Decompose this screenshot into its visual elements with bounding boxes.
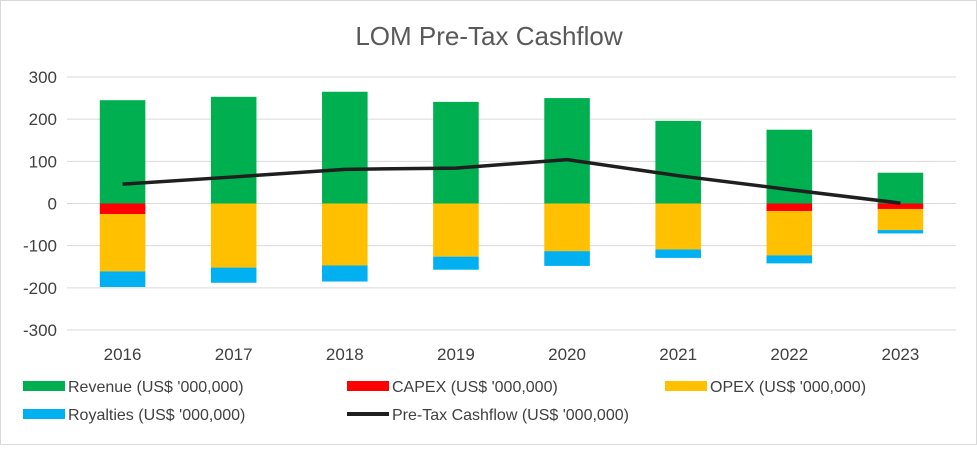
bar-segment bbox=[322, 203, 368, 266]
bar-segment bbox=[544, 203, 590, 252]
bar-segment bbox=[655, 120, 701, 204]
bar-segment bbox=[210, 267, 257, 283]
legend-swatch bbox=[665, 381, 707, 391]
bar-segment bbox=[99, 203, 146, 215]
bar-segment bbox=[655, 203, 701, 250]
bar-segment bbox=[655, 249, 701, 258]
legend-label: OPEX (US$ '000,000) bbox=[710, 379, 866, 396]
bar-segment bbox=[877, 208, 924, 231]
bar-segment bbox=[766, 211, 813, 256]
bar-segment bbox=[322, 265, 368, 282]
y-tick-label: -300 bbox=[23, 321, 57, 340]
x-tick-label: 2019 bbox=[437, 345, 475, 364]
y-tick-label: 100 bbox=[29, 152, 57, 171]
x-tick-label: 2016 bbox=[104, 345, 142, 364]
bar-segment bbox=[877, 203, 924, 209]
x-tick-label: 2017 bbox=[215, 345, 253, 364]
bar-segment bbox=[210, 203, 257, 268]
y-axis: 300 200 100 0 -100 -200 -300 bbox=[23, 68, 57, 340]
bar-segment bbox=[766, 203, 813, 212]
bar-segment bbox=[99, 271, 146, 287]
bar-segment bbox=[210, 96, 257, 204]
legend-label: Pre-Tax Cashflow (US$ '000,000) bbox=[392, 407, 629, 424]
x-axis: 2016 2017 2018 2019 2020 2021 2022 2023 bbox=[104, 345, 920, 364]
pretax-cashflow-line bbox=[122, 157, 901, 205]
y-tick-label: -200 bbox=[23, 279, 57, 298]
bar-series bbox=[99, 91, 924, 287]
line-series bbox=[122, 157, 901, 205]
x-tick-label: 2020 bbox=[548, 345, 586, 364]
bar-segment bbox=[766, 255, 813, 264]
y-tick-label: 300 bbox=[29, 68, 57, 87]
legend-label: Royalties (US$ '000,000) bbox=[68, 407, 245, 424]
legend-swatch bbox=[347, 381, 389, 391]
bar-segment bbox=[877, 172, 924, 204]
y-tick-label: 0 bbox=[48, 195, 57, 214]
x-tick-label: 2022 bbox=[770, 345, 808, 364]
bar-segment bbox=[99, 214, 146, 272]
bar-segment bbox=[433, 203, 479, 257]
bar-segment bbox=[544, 251, 590, 266]
x-tick-label: 2023 bbox=[882, 345, 920, 364]
gridlines bbox=[67, 76, 956, 331]
y-tick-label: -100 bbox=[23, 237, 57, 256]
legend-swatch bbox=[23, 409, 65, 419]
legend: Revenue (US$ '000,000) CAPEX (US$ '000,00… bbox=[23, 379, 866, 424]
bar-segment bbox=[433, 101, 479, 204]
bar-segment bbox=[544, 98, 590, 204]
chart-title: LOM Pre-Tax Cashflow bbox=[355, 21, 623, 51]
legend-label: Revenue (US$ '000,000) bbox=[68, 379, 244, 396]
bar-segment bbox=[433, 256, 479, 270]
bar-segment bbox=[322, 91, 368, 204]
bar-segment bbox=[877, 230, 924, 234]
bar-segment bbox=[99, 100, 146, 204]
legend-label: CAPEX (US$ '000,000) bbox=[392, 379, 558, 396]
x-tick-label: 2018 bbox=[326, 345, 364, 364]
x-tick-label: 2021 bbox=[659, 345, 697, 364]
y-tick-label: 200 bbox=[29, 110, 57, 129]
legend-swatch bbox=[23, 381, 65, 391]
